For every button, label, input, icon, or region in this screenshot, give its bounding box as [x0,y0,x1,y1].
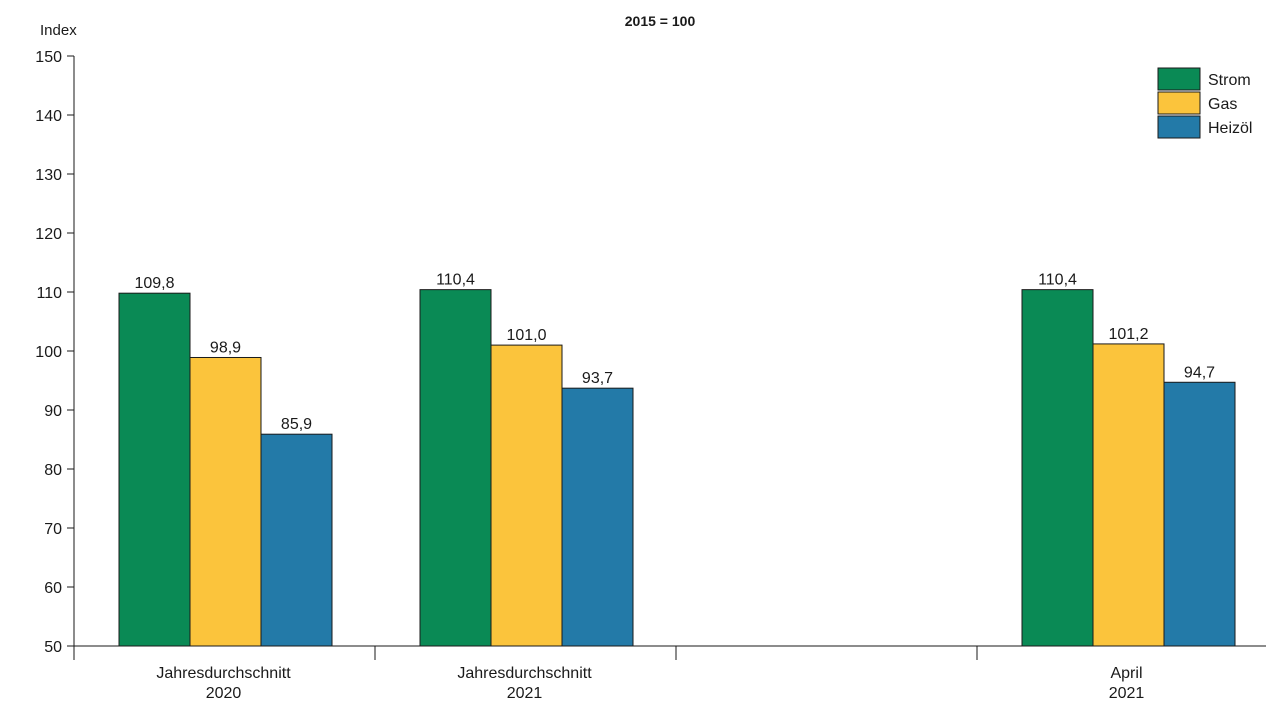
bar-gas-0 [189,356,262,647]
bar-strom-0 [118,292,191,647]
bar-heiz-l-0 [260,433,333,647]
bars: 109,8 98,9 85,9 110,4 101,0 93,7 110,4 101,2 94,… [118,272,1236,647]
y-tick-label: 90 [44,403,62,420]
legend-label: Heizöl [1208,120,1252,137]
legend: Strom Gas Heizöl [1157,67,1252,139]
data-label: 109,8 [134,275,174,292]
legend-swatch [1157,67,1201,91]
data-label: 101,2 [1108,326,1148,343]
data-label: 94,7 [1184,364,1215,381]
y-tick-label: 150 [35,49,62,66]
y-tick-label: 80 [44,462,62,479]
y-tick-label: 60 [44,580,62,597]
legend-swatch [1157,115,1201,139]
bar-gas-1 [490,344,563,647]
bar-gas-3 [1092,343,1165,647]
data-label: 98,9 [210,339,241,356]
y-tick-label: 70 [44,521,62,538]
data-label: 85,9 [281,416,312,433]
y-tick-label: 130 [35,167,62,184]
x-category-label: 2021 [1109,685,1145,702]
y-tick-label: 140 [35,108,62,125]
y-tick-label: 120 [35,226,62,243]
x-category-label: April [1110,665,1142,682]
x-axis: Jahresdurchschnitt 2020 Jahresdurchschnitt… [73,645,1266,702]
legend-label: Strom [1208,72,1251,89]
y-tick-label: 100 [35,344,62,361]
x-category-label: Jahresdurchschnitt [457,665,592,682]
y-tick-label: 50 [44,639,62,656]
data-label: 101,0 [506,327,546,344]
y-axis: 50 60 70 80 90 100 110 120 130 140 150 [35,49,75,656]
bar-heiz-l-1 [561,387,634,647]
y-axis-label: Index [40,22,77,39]
y-tick-label: 110 [36,285,62,302]
data-label: 93,7 [582,370,613,387]
x-category-label: 2021 [507,685,543,702]
x-category-label: 2020 [206,685,242,702]
x-category-label: Jahresdurchschnitt [156,665,291,682]
chart-title: 2015 = 100 [625,13,696,29]
data-label: 110,4 [1038,272,1077,289]
bar-strom-3 [1021,289,1094,647]
legend-label: Gas [1208,96,1237,113]
legend-swatch [1157,91,1201,115]
bar-strom-1 [419,289,492,647]
bar-heiz-l-3 [1163,381,1236,647]
data-label: 110,4 [436,272,475,289]
